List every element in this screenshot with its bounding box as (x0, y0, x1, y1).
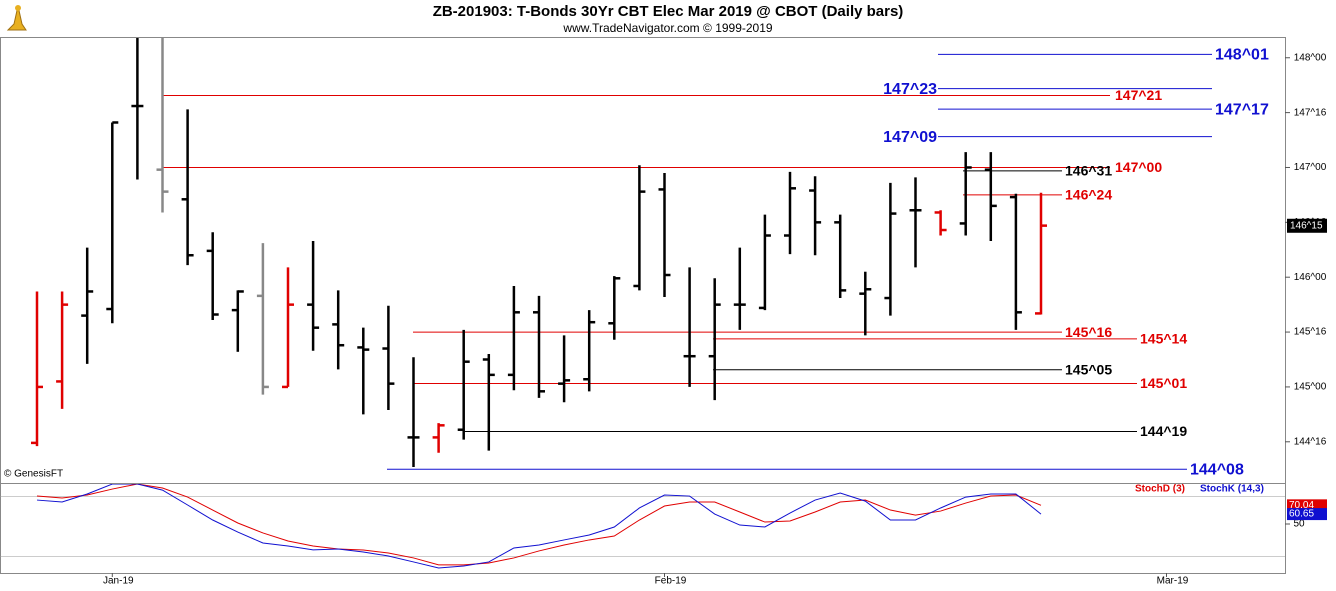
level-label: 144^08 (1190, 461, 1244, 478)
level-label: 147^23 (883, 81, 937, 98)
stoch-panel (36, 484, 1042, 569)
x-tick-label: Feb-19 (655, 576, 687, 587)
y-tick-label: 148^00 (1294, 52, 1327, 63)
legend-entry: StochD (3) (1135, 484, 1185, 495)
level-label: 144^19 (1140, 423, 1187, 439)
y-tick-label: 145^00 (1294, 382, 1327, 393)
y-tick-label: 145^16 (1294, 327, 1327, 338)
level-label: 146^24 (1065, 187, 1112, 203)
level-label: 147^17 (1215, 101, 1269, 118)
y-tick-label: 147^00 (1294, 162, 1327, 173)
price-panel (31, 38, 1212, 470)
level-label: 145^14 (1140, 331, 1187, 347)
level-label: 145^05 (1065, 361, 1112, 377)
chart-subtitle: www.TradeNavigator.com © 1999-2019 (562, 21, 772, 35)
value-box (1287, 508, 1327, 521)
chart-title: ZB-201903: T-Bonds 30Yr CBT Elec Mar 201… (433, 3, 904, 20)
level-label: 146^31 (1065, 163, 1112, 179)
y-tick-label: 144^16 (1294, 436, 1327, 447)
x-tick-label: Mar-19 (1157, 576, 1189, 587)
level-label: 145^01 (1140, 375, 1187, 391)
level-label: 148^01 (1215, 47, 1269, 64)
stoch-line (36, 484, 1042, 566)
stoch-line (36, 484, 1042, 569)
x-tick-label: Jan-19 (103, 576, 134, 587)
price-box-label: 146^15 (1290, 220, 1323, 231)
level-label: 145^16 (1065, 324, 1112, 340)
y-tick-label: 147^16 (1294, 107, 1327, 118)
level-label: 147^21 (1115, 87, 1162, 103)
value-box-label: 70.04 (1289, 500, 1314, 511)
level-label: 147^09 (883, 129, 937, 146)
logo (6, 5, 27, 31)
value-box-label: 60.65 (1289, 509, 1314, 520)
credit: © GenesisFT (4, 469, 63, 480)
legend-entry: StochK (14,3) (1200, 484, 1264, 495)
price-box (1287, 218, 1327, 233)
level-label: 147^00 (1115, 159, 1162, 175)
y-tick-label: 50 (1293, 519, 1305, 530)
plot-frame (0, 37, 1286, 574)
y-tick-label: 146^00 (1294, 272, 1327, 283)
